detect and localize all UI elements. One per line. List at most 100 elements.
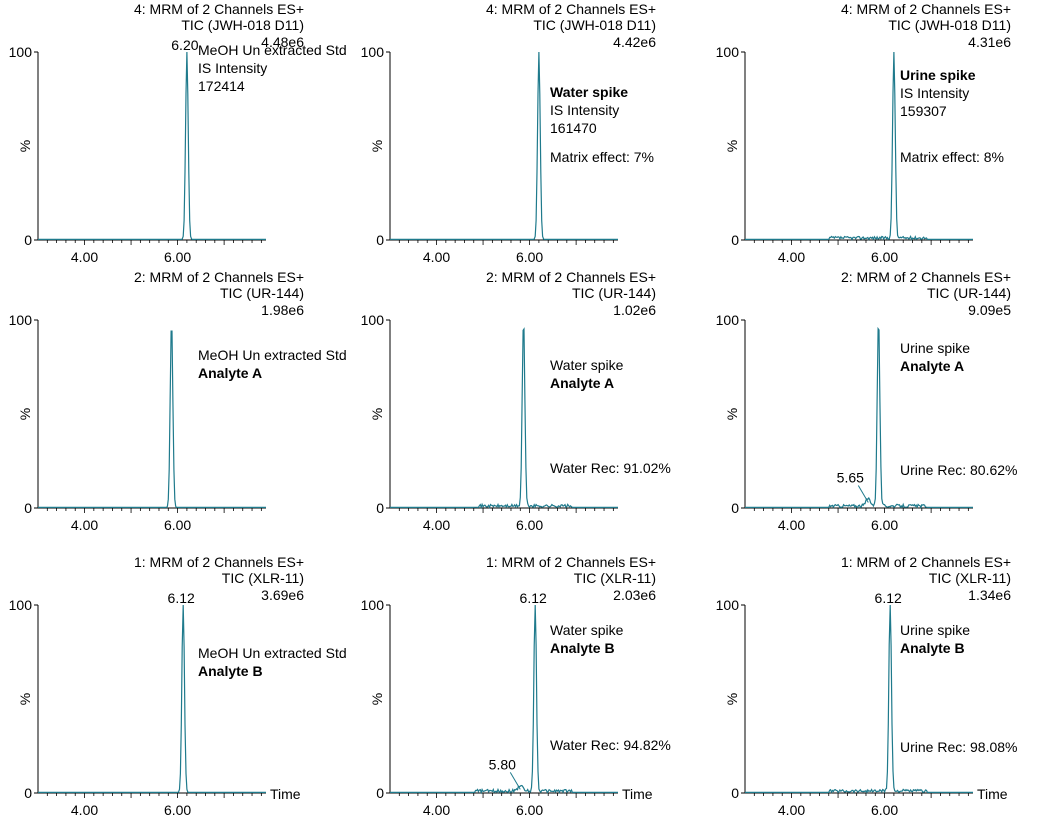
y-tick-label: 100	[361, 597, 385, 613]
intensity-value: 9.09e5	[968, 302, 1011, 318]
annotation-line: Analyte A	[900, 358, 964, 374]
result-note: Matrix effect: 8%	[900, 149, 1004, 165]
intensity-value: 4.42e6	[613, 34, 656, 50]
result-note: Water Rec: 94.82%	[550, 737, 671, 753]
panel-header-line1: 2: MRM of 2 Channels ES+	[841, 269, 1011, 285]
annotation-line: Urine spike	[900, 622, 970, 638]
x-tick-label: 4.00	[71, 249, 98, 265]
peak-label: 6.12	[520, 590, 547, 606]
panel-header-line1: 1: MRM of 2 Channels ES+	[486, 554, 656, 570]
annotation-line: Urine spike	[900, 340, 970, 356]
x-tick-label: 6.00	[164, 802, 191, 818]
y-tick-label: 100	[361, 44, 385, 60]
annotation-line: IS Intensity	[550, 102, 619, 118]
x-tick-label: 6.00	[164, 249, 191, 265]
y-tick-label: 100	[9, 597, 33, 613]
annotation-line: MeOH Un extracted Std	[198, 42, 347, 58]
y-tick-label: 0	[376, 500, 384, 516]
panel-header-line1: 4: MRM of 2 Channels ES+	[841, 1, 1011, 17]
y-axis-label: %	[724, 140, 740, 152]
y-tick-label: 0	[731, 785, 739, 801]
chromatogram-trace	[38, 604, 266, 794]
annotation-line: Water spike	[550, 622, 624, 638]
intensity-value: 1.98e6	[261, 302, 304, 318]
peak-label-leader	[857, 485, 869, 503]
annotation-line: IS Intensity	[198, 60, 267, 76]
y-tick-label: 0	[24, 785, 32, 801]
chromatogram-trace	[38, 51, 266, 240]
x-axis-title: Time	[270, 786, 301, 802]
y-tick-label: 100	[716, 312, 740, 328]
result-note: Urine Rec: 80.62%	[900, 462, 1018, 478]
panel-header-line1: 2: MRM of 2 Channels ES+	[134, 269, 304, 285]
y-axis-label: %	[724, 408, 740, 420]
y-tick-label: 0	[376, 232, 384, 248]
x-tick-label: 4.00	[423, 802, 450, 818]
panel-header-line2: TIC (JWH-018 D11)	[888, 17, 1011, 33]
y-tick-label: 0	[24, 500, 32, 516]
x-tick-label: 6.00	[164, 517, 191, 533]
x-tick-label: 4.00	[423, 249, 450, 265]
peak-label: 5.65	[837, 469, 864, 485]
result-note: Matrix effect: 7%	[550, 149, 654, 165]
annotation-line: Urine spike	[900, 67, 976, 83]
annotation-line: 172414	[198, 78, 245, 94]
annotation-line: Analyte B	[900, 640, 965, 656]
annotation-line: MeOH Un extracted Std	[198, 645, 347, 661]
annotation-line: IS Intensity	[900, 85, 969, 101]
result-note: Water Rec: 91.02%	[550, 460, 671, 476]
y-tick-label: 0	[24, 232, 32, 248]
y-axis-label: %	[369, 140, 385, 152]
chromatogram-trace	[390, 327, 618, 510]
y-tick-label: 0	[376, 785, 384, 801]
peak-label: 5.80	[489, 756, 516, 772]
panel-header-line1: 1: MRM of 2 Channels ES+	[841, 554, 1011, 570]
panel-header-line1: 4: MRM of 2 Channels ES+	[134, 1, 304, 17]
y-axis-label: %	[369, 408, 385, 420]
intensity-value: 3.69e6	[261, 587, 304, 603]
x-tick-label: 4.00	[778, 802, 805, 818]
x-tick-label: 4.00	[778, 517, 805, 533]
x-tick-label: 6.00	[516, 802, 543, 818]
panel-header-line2: TIC (UR-144)	[927, 285, 1011, 301]
annotation-line: Analyte A	[550, 375, 614, 391]
panel-header-line2: TIC (XLR-11)	[222, 570, 304, 586]
chromatogram-trace	[390, 51, 618, 240]
panel-header-line1: 1: MRM of 2 Channels ES+	[134, 554, 304, 570]
peak-label-leader	[509, 772, 521, 790]
chromatogram-trace	[390, 604, 618, 795]
x-tick-label: 6.00	[516, 517, 543, 533]
y-tick-label: 100	[9, 312, 33, 328]
y-tick-label: 100	[9, 44, 33, 60]
y-tick-label: 0	[731, 500, 739, 516]
x-tick-label: 6.00	[871, 249, 898, 265]
x-tick-label: 4.00	[71, 802, 98, 818]
y-tick-label: 100	[361, 312, 385, 328]
x-tick-label: 6.00	[871, 802, 898, 818]
panel-header-line2: TIC (UR-144)	[220, 285, 304, 301]
y-tick-label: 100	[716, 597, 740, 613]
peak-label: 6.12	[168, 590, 195, 606]
panel-header-line2: TIC (XLR-11)	[574, 570, 656, 586]
x-tick-label: 4.00	[423, 517, 450, 533]
chromatogram-trace	[745, 51, 973, 241]
intensity-value: 4.48e6	[261, 34, 304, 50]
x-tick-label: 4.00	[778, 249, 805, 265]
panel-header-line2: TIC (JWH-018 D11)	[181, 17, 304, 33]
panel-header-line2: TIC (JWH-018 D11)	[533, 17, 656, 33]
annotation-line: Water spike	[550, 357, 624, 373]
intensity-value: 2.03e6	[613, 587, 656, 603]
panel-header-line1: 2: MRM of 2 Channels ES+	[486, 269, 656, 285]
intensity-value: 1.02e6	[613, 302, 656, 318]
panel-header-line2: TIC (UR-144)	[572, 285, 656, 301]
x-tick-label: 6.00	[871, 517, 898, 533]
chromatogram-trace	[38, 330, 266, 508]
peak-label: 6.20	[171, 37, 198, 53]
y-tick-label: 0	[731, 232, 739, 248]
